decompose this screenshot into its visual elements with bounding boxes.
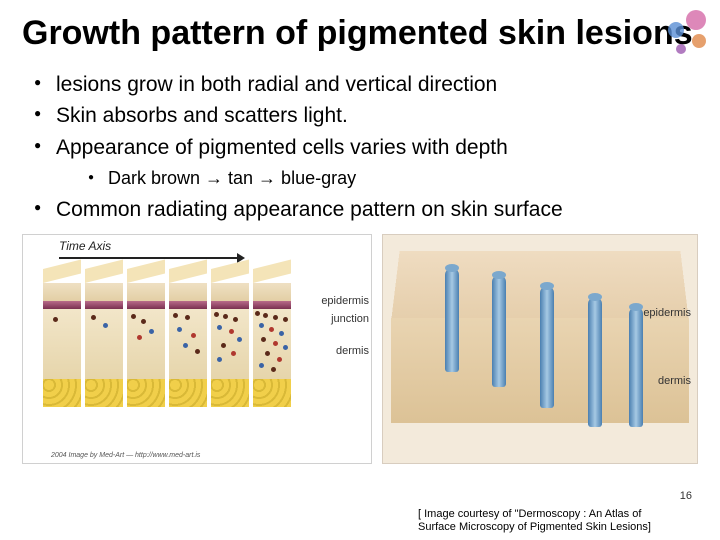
layer-label-epidermis: epidermis — [643, 307, 691, 319]
tissue-block — [169, 269, 207, 407]
tissue-block — [211, 269, 249, 407]
corner-decoration-icon — [656, 4, 714, 62]
figure-right: epidermis dermis — [382, 234, 698, 464]
citation-line: Surface Microscopy of Pigmented Skin Les… — [418, 521, 651, 533]
layer-label-epidermis: epidermis — [321, 295, 369, 307]
time-axis-arrow-icon — [59, 257, 239, 259]
cylinder-icon — [445, 268, 459, 372]
bullet-text: Appearance of pigmented cells varies wit… — [56, 136, 508, 159]
cylinder-icon — [629, 307, 643, 427]
slide-title: Growth pattern of pigmented skin lesions — [22, 14, 698, 53]
tissue-block — [85, 269, 123, 407]
bullet-item: lesions grow in both radial and vertical… — [30, 71, 698, 98]
cylinder-icon — [540, 286, 554, 408]
cylinder-icon — [588, 297, 602, 427]
bullet-item: Common radiating appearance pattern on s… — [30, 196, 698, 223]
bullet-item: Appearance of pigmented cells varies wit… — [30, 134, 698, 191]
tissue-block — [253, 269, 291, 407]
tissue-plane — [391, 243, 689, 423]
citation-line: [ Image courtesy of "Dermoscopy : An Atl… — [418, 508, 641, 520]
layer-label-dermis: dermis — [336, 345, 369, 357]
bullet-item: Skin absorbs and scatters light. — [30, 102, 698, 129]
figure-left-credit: 2004 Image by Med-Art — http://www.med-a… — [51, 452, 200, 459]
figure-left: Time Axis — [22, 234, 372, 464]
cylinder-icon — [492, 275, 506, 387]
tissue-block — [127, 269, 165, 407]
slide: Growth pattern of pigmented skin lesions… — [0, 0, 720, 540]
layer-label-dermis: dermis — [658, 375, 691, 387]
sub-bullet-item: Dark brown → tan → blue-gray — [86, 167, 698, 190]
layer-label-junction: junction — [331, 313, 369, 325]
time-axis-label: Time Axis — [59, 239, 111, 253]
figure-row: Time Axis — [22, 234, 698, 464]
tissue-block — [43, 269, 81, 407]
bullet-list: lesions grow in both radial and vertical… — [30, 71, 698, 224]
sub-bullet-list: Dark brown → tan → blue-gray — [86, 167, 698, 190]
figure-citation: [ Image courtesy of "Dermoscopy : An Atl… — [418, 508, 698, 534]
page-number: 16 — [680, 490, 692, 502]
block-row — [43, 269, 291, 407]
